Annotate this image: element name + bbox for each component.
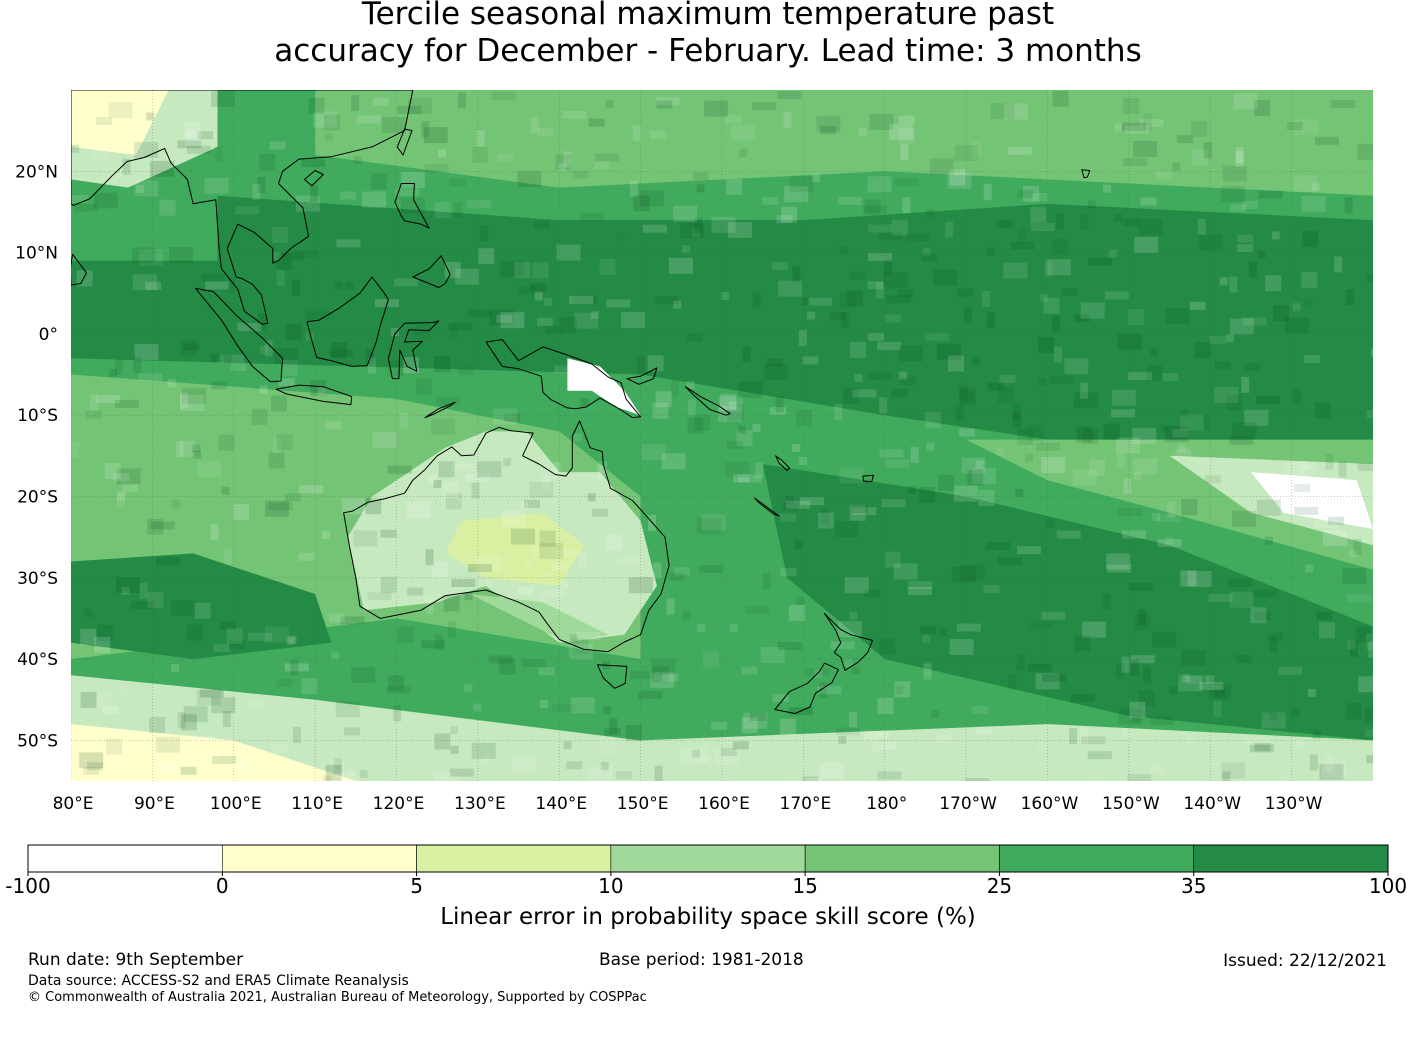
gridded-texture — [71, 90, 1373, 781]
coastline-new-zealand-north — [824, 613, 873, 671]
colorbar-tick-label: -100 — [5, 874, 50, 898]
lon-tick-label: 100°E — [210, 794, 262, 814]
coastline-hainan — [304, 170, 324, 187]
skill-region-southern-ocean-cream — [71, 724, 356, 781]
colorbar-frame — [27, 844, 1389, 873]
lon-tick-label: 120°E — [373, 794, 425, 814]
colorbar-tick-label: 35 — [1181, 874, 1206, 898]
coastline-malay-indochina — [71, 90, 414, 325]
base-period: Base period: 1981-2018 — [599, 950, 804, 970]
coastline-fiji — [862, 474, 874, 483]
lat-tick-label: 40°S — [17, 650, 58, 670]
lon-tick-label: 170°W — [939, 794, 997, 814]
skill-region-sw-indian-dark — [71, 553, 332, 660]
lon-tick-label: 140°W — [1183, 794, 1241, 814]
lon-tick-label: 90°E — [134, 794, 175, 814]
lon-tick-label: 130°W — [1265, 794, 1323, 814]
map-title-line1: Tercile seasonal maximum temperature pas… — [361, 0, 1055, 32]
coastline-luzon — [394, 183, 430, 229]
coastline-new-caledonia — [754, 497, 780, 517]
issued-date: Issued: 22/12/2021 — [1223, 951, 1387, 971]
colorbar-segment — [27, 844, 223, 873]
coastline-new-guinea — [485, 339, 642, 419]
lon-tick-label: 160°E — [698, 794, 750, 814]
coastline-vanuatu — [775, 455, 790, 471]
colorbar-tick-label: 0 — [216, 874, 229, 898]
skill-region-australia-south-light — [469, 594, 609, 643]
colorbar-segment — [610, 844, 806, 873]
lon-tick-label: 140°E — [535, 794, 587, 814]
lat-tick-label: 50°S — [17, 731, 58, 751]
colorbar-tick-label: 25 — [987, 874, 1012, 898]
colorbar-segment — [804, 844, 1000, 873]
lon-tick-label: 160°W — [1021, 794, 1079, 814]
colorbar-segment — [1193, 844, 1389, 873]
lat-tick-label: 10°S — [17, 406, 58, 426]
coastline-taiwan — [396, 128, 413, 156]
coastline-new-britain — [626, 367, 658, 385]
lon-tick-label: 150°E — [617, 794, 669, 814]
lat-tick-label: 0° — [39, 325, 58, 345]
lon-tick-label: 80°E — [53, 794, 94, 814]
run-date: Run date: 9th September — [28, 950, 244, 970]
lon-tick-label: 180° — [866, 794, 907, 814]
map-title-line2: accuracy for December - February. Lead t… — [274, 33, 1142, 69]
colorbar-segment — [221, 844, 417, 873]
skill-region-southern-ocean-pale — [71, 675, 1373, 781]
coastline-sulawesi — [387, 320, 440, 380]
colorbar-tick-label: 10 — [598, 874, 623, 898]
colorbar-tick-label: 5 — [410, 874, 423, 898]
lon-tick-label: 170°E — [780, 794, 832, 814]
lat-tick-label: 30°S — [17, 569, 58, 589]
coastline-sri-lanka — [71, 253, 87, 286]
lon-tick-label: 130°E — [454, 794, 506, 814]
coastline-sumatra — [195, 287, 284, 383]
coastline-australia — [343, 420, 670, 653]
colorbar-tick-label: 100 — [1369, 874, 1407, 898]
skill-region-nw-corner-cream — [71, 90, 169, 155]
skill-region-se-pacific-white — [1250, 472, 1373, 529]
coastline-timor — [424, 401, 456, 419]
coastline-java — [275, 384, 353, 406]
skill-region-australia-center-pale — [445, 512, 584, 586]
lat-tick-label: 10°N — [15, 244, 58, 264]
coastline-borneo — [306, 276, 389, 367]
coastline-solomon-islands — [684, 386, 731, 416]
colorbar-segment — [999, 844, 1195, 873]
colorbar-label: Linear error in probability space skill … — [440, 904, 976, 930]
colorbar-segment — [416, 844, 612, 873]
skill-region-new-guinea-white — [567, 358, 641, 416]
lon-tick-label: 110°E — [291, 794, 343, 814]
lat-tick-label: 20°S — [17, 487, 58, 507]
copyright-notice: © Commonwealth of Australia 2021, Austra… — [28, 990, 647, 1005]
data-source: Data source: ACCESS-S2 and ERA5 Climate … — [28, 973, 409, 989]
colorbar-tick-label: 15 — [792, 874, 817, 898]
coastline-hawaii — [1081, 169, 1091, 179]
coastline-tasmania — [597, 664, 628, 689]
coastline-new-zealand-south — [774, 662, 839, 714]
lat-tick-label: 20°N — [15, 162, 58, 182]
skill-region-s-high-skill-band — [762, 464, 1373, 741]
coastline-mindanao — [412, 255, 451, 288]
skill-region-n-pacific — [315, 90, 1373, 196]
lon-tick-label: 150°W — [1102, 794, 1160, 814]
